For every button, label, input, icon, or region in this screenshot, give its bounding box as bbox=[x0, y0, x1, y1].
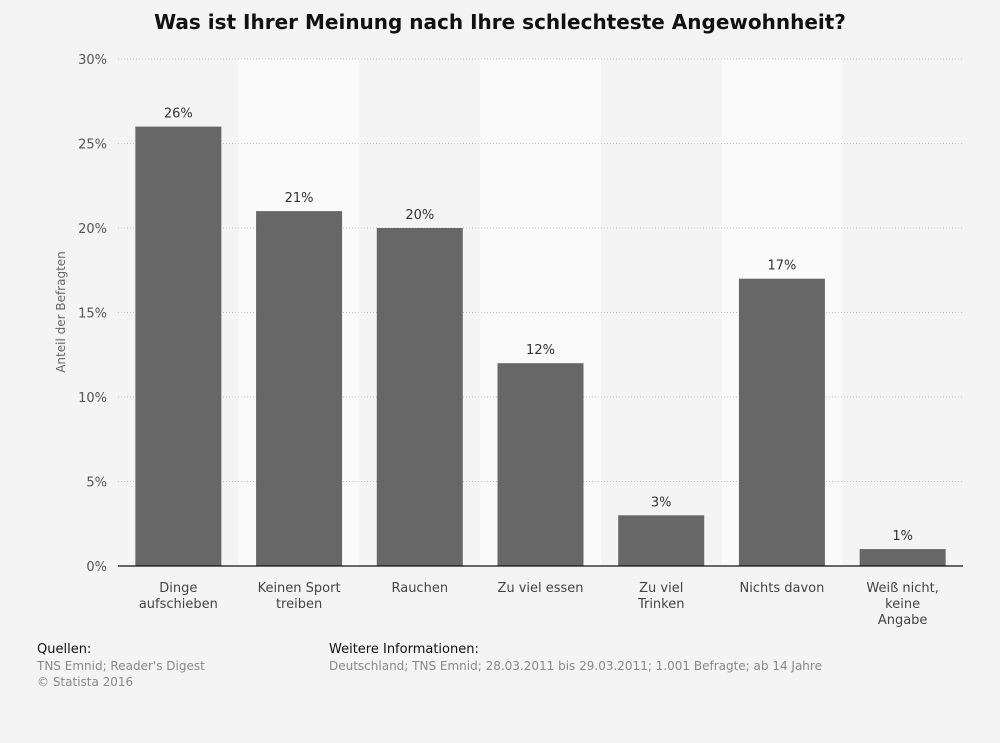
data-label: 20% bbox=[405, 208, 434, 223]
x-tick-label: Weiß nicht, keine Angabe bbox=[866, 581, 939, 628]
data-label: 3% bbox=[651, 495, 672, 510]
x-tick-label-line: Weiß nicht, bbox=[866, 581, 939, 596]
bar bbox=[618, 515, 705, 566]
x-tick-label: Nichts davon bbox=[740, 581, 825, 596]
bar bbox=[859, 549, 946, 566]
y-tick-label: 0% bbox=[86, 560, 107, 575]
info-block: Weitere Informationen: Deutschland; TNS … bbox=[329, 642, 822, 674]
x-tick-label: Dinge aufschieben bbox=[139, 581, 218, 612]
data-label: 17% bbox=[767, 259, 796, 274]
chart-title: Was ist Ihrer Meinung nach Ihre schlecht… bbox=[154, 10, 846, 34]
x-tick-label-line: Zu viel bbox=[639, 581, 683, 596]
bar bbox=[135, 126, 222, 566]
y-tick-label: 20% bbox=[78, 222, 107, 237]
data-label: 12% bbox=[526, 343, 555, 358]
x-tick-label-line: treiben bbox=[276, 597, 322, 612]
x-tick-label-line: Zu viel essen bbox=[497, 581, 583, 596]
x-tick-label-line: aufschieben bbox=[139, 597, 218, 612]
y-tick-label: 15% bbox=[78, 307, 107, 322]
x-tick-label-line: Rauchen bbox=[391, 581, 448, 596]
x-tick-label: Zu viel Trinken bbox=[637, 581, 685, 612]
data-label: 26% bbox=[164, 107, 193, 122]
sources-line-1: TNS Emnid; Reader's Digest bbox=[37, 659, 205, 673]
y-tick-label: 5% bbox=[86, 476, 107, 491]
x-tick-label: Keinen Sport treiben bbox=[258, 581, 341, 612]
x-tick-label-line: keine bbox=[885, 597, 920, 612]
bar-chart: 0% 5% 10% 15% 20% 25% 30% 26% Dinge aufschieben 21… bbox=[78, 53, 963, 628]
bar bbox=[256, 211, 343, 566]
y-tick-label: 30% bbox=[78, 53, 107, 68]
info-text: Deutschland; TNS Emnid; 28.03.2011 bis 2… bbox=[329, 659, 822, 673]
info-heading: Weitere Informationen: bbox=[329, 642, 479, 657]
y-tick-label: 10% bbox=[78, 391, 107, 406]
bar bbox=[738, 278, 825, 566]
sources-line-2: © Statista 2016 bbox=[37, 675, 134, 689]
x-tick-label: Zu viel essen bbox=[497, 581, 583, 596]
data-label: 1% bbox=[892, 529, 913, 544]
x-tick-label: Rauchen bbox=[391, 581, 448, 596]
x-tick-label-line: Nichts davon bbox=[740, 581, 825, 596]
x-tick-label-line: Dinge bbox=[159, 581, 197, 596]
y-tick-label: 25% bbox=[78, 138, 107, 153]
y-axis-label: Anteil der Befragten bbox=[54, 251, 68, 373]
data-label: 21% bbox=[285, 191, 314, 206]
sources-block: Quellen: TNS Emnid; Reader's Digest © St… bbox=[37, 642, 205, 690]
sources-heading: Quellen: bbox=[37, 642, 92, 657]
bar bbox=[497, 363, 584, 566]
x-tick-label-line: Keinen Sport bbox=[258, 581, 341, 596]
x-tick-label-line: Trinken bbox=[637, 597, 685, 612]
bar bbox=[376, 228, 463, 566]
x-tick-label-line: Angabe bbox=[878, 613, 928, 628]
